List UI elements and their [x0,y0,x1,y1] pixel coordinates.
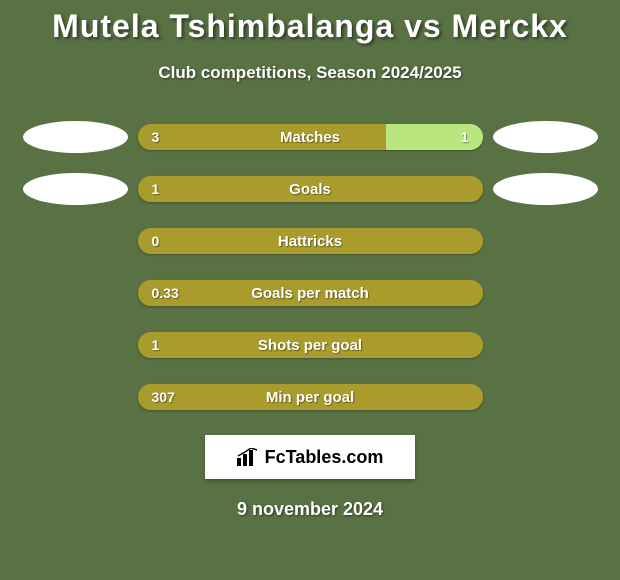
stat-value-left: 0 [152,228,160,254]
stat-label: Matches [138,124,483,150]
player-left-marker [23,173,128,205]
stat-value-left: 1 [152,332,160,358]
stat-value-left: 1 [152,176,160,202]
stat-row: Shots per goal1 [10,329,610,361]
stat-row: Matches3 1 [10,121,610,153]
brand-text: FcTables.com [265,447,384,468]
brand-logo: FcTables.com [205,435,415,479]
player-right-marker [493,121,598,153]
player-right-marker [493,173,598,205]
stats-list: Matches31Goals1Hattricks0Goals per match… [0,121,620,413]
stat-bar: Goals1 [138,176,483,202]
stat-bar: Matches3 1 [138,124,483,150]
stat-row: Hattricks0 [10,225,610,257]
date-text: 9 november 2024 [0,499,620,520]
stat-value-left: 3 [152,124,160,150]
stat-label: Goals per match [138,280,483,306]
stat-value-left: 307 [152,384,175,410]
stat-label: Goals [138,176,483,202]
subtitle: Club competitions, Season 2024/2025 [0,63,620,83]
stat-bar: Hattricks0 [138,228,483,254]
stat-label: Shots per goal [138,332,483,358]
player-left-marker [23,121,128,153]
page-title: Mutela Tshimbalanga vs Merckx [0,8,620,45]
stat-bar: Goals per match0.33 [138,280,483,306]
stat-label: Min per goal [138,384,483,410]
stat-row: Min per goal307 [10,381,610,413]
stat-row: Goals per match0.33 [10,277,610,309]
comparison-card: Mutela Tshimbalanga vs Merckx Club compe… [0,0,620,580]
stat-bar: Shots per goal1 [138,332,483,358]
stat-bar: Min per goal307 [138,384,483,410]
stat-value-left: 0.33 [152,280,179,306]
stat-value-right: 1 [461,124,469,150]
stat-label: Hattricks [138,228,483,254]
chart-icon [237,448,259,466]
stat-row: Goals1 [10,173,610,205]
